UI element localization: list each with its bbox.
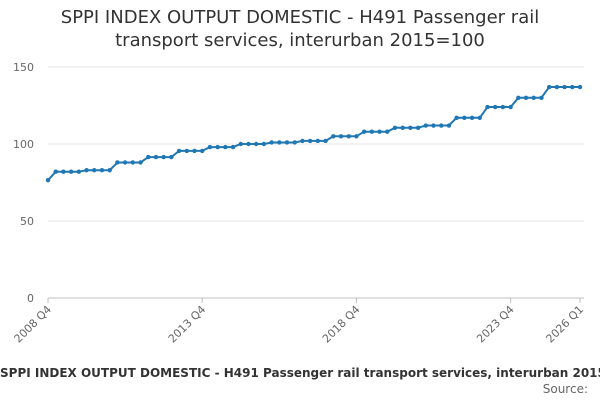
data-point: [346, 134, 351, 139]
data-point: [99, 167, 105, 173]
data-point: [53, 169, 58, 174]
data-point: [61, 169, 66, 174]
data-point: [230, 144, 236, 150]
data-point: [184, 148, 189, 154]
data-point: [153, 154, 159, 160]
data-point: [215, 144, 220, 150]
data-point: [523, 95, 529, 101]
data-point: [539, 95, 544, 101]
data-point: [469, 115, 475, 121]
data-point: [161, 154, 166, 160]
data-point: [554, 84, 560, 90]
data-point: [277, 140, 282, 145]
data-point: [284, 140, 290, 145]
x-tick-label: 2023 Q4: [474, 303, 517, 346]
data-point: [331, 134, 336, 139]
data-point: [300, 138, 305, 144]
data-point: [200, 148, 205, 154]
data-point: [130, 160, 136, 165]
data-point: [454, 115, 459, 121]
data-point: [377, 129, 382, 134]
data-point: [192, 148, 197, 154]
data-point: [500, 104, 506, 110]
data-point: [246, 141, 251, 147]
data-point: [92, 167, 97, 173]
data-point: [292, 140, 297, 145]
data-point: [115, 160, 120, 165]
chart-caption: SPPI INDEX OUTPUT DOMESTIC - H491 Passen…: [0, 366, 600, 380]
data-point: [176, 148, 182, 154]
data-point: [138, 160, 143, 165]
data-point: [146, 154, 151, 160]
data-point: [323, 138, 328, 144]
data-point: [207, 144, 213, 150]
data-point: [516, 95, 521, 101]
series-line: [47, 86, 580, 181]
x-tick-label: 2026 Q1: [544, 303, 587, 346]
data-point: [477, 115, 482, 121]
data-point: [570, 84, 575, 90]
source-label: Source:: [542, 382, 588, 396]
chart-title: SPPI INDEX OUTPUT DOMESTIC - H491 Passen…: [60, 7, 540, 51]
data-point: [415, 125, 421, 131]
data-point: [361, 129, 367, 134]
x-tick-label: 2018 Q4: [320, 303, 363, 346]
data-point: [68, 169, 74, 174]
data-point: [408, 125, 413, 131]
data-point: [261, 141, 267, 147]
data-point: [354, 134, 359, 139]
y-tick-label: 100: [13, 138, 34, 151]
data-point: [385, 129, 390, 134]
data-point: [446, 123, 452, 128]
data-point: [338, 134, 344, 139]
data-point: [508, 104, 513, 110]
data-point: [315, 138, 321, 144]
data-point: [546, 84, 552, 90]
data-point: [84, 167, 89, 173]
data-point: [122, 160, 128, 165]
data-point: [169, 154, 174, 160]
data-point: [439, 123, 444, 128]
data-point: [492, 104, 498, 110]
data-point: [562, 84, 567, 90]
data-point: [392, 125, 398, 131]
data-point: [400, 125, 405, 131]
data-point: [485, 104, 490, 110]
data-point: [531, 95, 536, 101]
data-point: [253, 141, 259, 147]
data-point: [431, 123, 436, 128]
data-point: [269, 140, 274, 145]
data-point: [223, 144, 228, 150]
data-point: [577, 84, 583, 90]
data-point: [45, 177, 51, 183]
data-point: [462, 115, 467, 121]
data-point: [107, 167, 112, 173]
x-tick-label: 2013 Q4: [166, 303, 209, 346]
data-point: [369, 129, 375, 134]
data-point: [238, 141, 243, 147]
data-point: [307, 138, 313, 144]
y-tick-label: 50: [20, 215, 34, 228]
y-tick-label: 150: [13, 61, 34, 74]
x-tick-label: 2008 Q4: [12, 303, 55, 346]
y-tick-label: 0: [27, 292, 34, 305]
data-point: [76, 169, 82, 174]
data-point: [423, 123, 428, 128]
